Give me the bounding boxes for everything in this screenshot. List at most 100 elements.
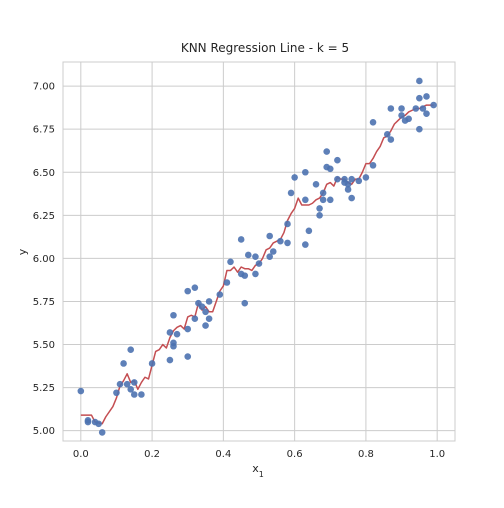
- scatter-point: [127, 346, 135, 354]
- scatter-point: [120, 360, 127, 367]
- scatter-point: [173, 330, 181, 338]
- scatter-point: [284, 220, 291, 228]
- scatter-point: [416, 94, 423, 102]
- x-tick-label: 0.4: [215, 449, 231, 460]
- y-tick-label: 6.25: [33, 211, 55, 222]
- scatter-point: [277, 237, 284, 245]
- scatter-point: [202, 322, 209, 329]
- scatter-point: [348, 194, 355, 202]
- scatter-point: [255, 260, 263, 267]
- scatter-point: [98, 429, 106, 436]
- scatter-point: [316, 212, 323, 219]
- scatter-point: [344, 181, 352, 188]
- x-axis-label: x1: [252, 462, 264, 479]
- y-tick-label: 6.75: [33, 125, 55, 136]
- x-tick-label: 0.6: [287, 449, 303, 460]
- scatter-point: [252, 270, 259, 278]
- scatter-point: [130, 391, 138, 398]
- scatter-point: [113, 389, 120, 397]
- y-tick-label: 5.50: [33, 340, 55, 351]
- scatter-point: [305, 227, 313, 235]
- scatter-point: [287, 189, 295, 197]
- scatter-point: [416, 125, 423, 133]
- scatter-point: [341, 175, 348, 183]
- y-tick-label: 5.75: [33, 297, 55, 308]
- scatter-point: [266, 253, 273, 260]
- x-tick-label: 1.0: [429, 449, 445, 460]
- scatter-point: [266, 232, 273, 240]
- scatter-point: [319, 189, 327, 197]
- scatter-point: [191, 284, 199, 291]
- grid-layer: [63, 62, 455, 441]
- scatter-point: [284, 239, 291, 247]
- x-tick-label: 0.2: [144, 449, 160, 460]
- scatter-point: [419, 105, 427, 112]
- scatter-point: [387, 136, 395, 143]
- scatter-point: [344, 186, 352, 193]
- y-tick-label: 6.00: [33, 254, 55, 265]
- scatter-point: [227, 258, 234, 266]
- x-tick-label: 0.0: [73, 449, 89, 460]
- scatter-point: [405, 115, 412, 123]
- scatter-point: [302, 196, 309, 204]
- scatter-point: [202, 308, 209, 316]
- scatter-point: [302, 168, 309, 176]
- scatter-point: [116, 380, 124, 388]
- scatter-point: [166, 329, 174, 336]
- scatter-point: [369, 119, 377, 126]
- scatter-point: [170, 311, 177, 319]
- knn-regression-line: [80, 104, 434, 425]
- scatter-point: [148, 360, 156, 367]
- scatter-point: [123, 380, 131, 388]
- y-tick-label: 7.00: [33, 82, 55, 93]
- y-tick-label: 5.25: [33, 383, 55, 394]
- scatter-point: [198, 303, 206, 310]
- scatter-point: [184, 353, 192, 360]
- tick-label-layer: 0.0 0.2 0.4 0.6 0.8 1.0 5.00 5.25 5.50 5.75 6.00 6.…: [33, 82, 445, 460]
- x-axis-label-subscript: 1: [259, 470, 264, 479]
- x-axis-label-main: x: [252, 462, 259, 475]
- scatter-point: [291, 174, 298, 181]
- scatter-point: [127, 386, 135, 393]
- scatter-point: [423, 110, 430, 117]
- scatter-point: [423, 93, 430, 100]
- scatter-point: [398, 112, 405, 119]
- scatter-point: [412, 105, 420, 112]
- scatter-point: [369, 162, 377, 169]
- y-tick-label: 6.50: [33, 168, 55, 179]
- scatter-point: [191, 315, 199, 322]
- scatter-point: [387, 105, 395, 112]
- scatter-point: [252, 253, 259, 260]
- scatter-point: [269, 248, 277, 255]
- scatter-point: [398, 105, 405, 112]
- scatter-point: [319, 196, 327, 204]
- scatter-point: [205, 315, 213, 322]
- scatter-point: [237, 236, 245, 243]
- scatter-point: [166, 356, 174, 364]
- scatter-point: [241, 272, 249, 279]
- scatter-point: [430, 101, 437, 109]
- scatter-point: [323, 148, 331, 155]
- scatter-point: [241, 299, 249, 307]
- scatter-point: [326, 196, 334, 204]
- scatter-point: [326, 165, 334, 173]
- scatter-point: [184, 287, 192, 295]
- scatter-point: [138, 391, 145, 398]
- y-axis-label: y: [16, 248, 29, 255]
- scatter-point: [362, 174, 370, 181]
- scatter-point: [223, 279, 231, 286]
- x-tick-label: 0.8: [358, 449, 374, 460]
- y-tick-label: 5.00: [33, 426, 55, 437]
- scatter-point: [77, 387, 85, 395]
- scatter-point: [334, 156, 341, 164]
- scatter-point: [416, 77, 423, 85]
- chart-title: KNN Regression Line - k = 5: [181, 41, 349, 55]
- scatter-point: [205, 298, 213, 305]
- scatter-point: [84, 417, 92, 424]
- scatter-point: [316, 205, 323, 212]
- scatter-point: [216, 291, 224, 298]
- scatter-point: [312, 181, 320, 188]
